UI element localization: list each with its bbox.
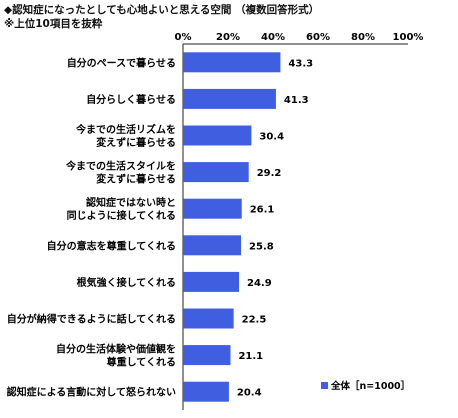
legend-swatch: [321, 382, 328, 389]
bar: [183, 308, 234, 329]
category-label: 自分のペースで暮らせる: [67, 56, 176, 69]
category-label: 今までの生活スタイルを変えずに暮らせる: [65, 160, 176, 186]
category-label: 自分の生活体験や価値観を尊重してくれる: [56, 343, 176, 369]
x-tick-label: 20%: [216, 32, 240, 43]
category-label: 認知症による言動に対して怒られない: [7, 386, 176, 399]
category-label: 認知症ではない時と同じように接してくれる: [67, 196, 176, 222]
x-tick-label: 100%: [393, 32, 424, 43]
bar: [183, 88, 276, 109]
bar-value-label: 20.4: [237, 388, 262, 399]
x-tick-label: 80%: [351, 32, 375, 43]
bar-value-label: 25.8: [249, 241, 274, 252]
category-axis: 自分のペースで暮らせる自分らしく暮らせる今までの生活リズムを変えずに暮らせる今ま…: [7, 56, 176, 398]
bar: [183, 52, 281, 73]
chart-subtitle: ※上位10項目を抜粋: [4, 18, 103, 30]
bar-value-label: 24.9: [247, 278, 272, 289]
bar: [183, 125, 252, 146]
category-label: 自分の意志を尊重してくれる: [47, 239, 176, 252]
bar-value-label: 26.1: [250, 205, 275, 216]
category-label: 自分らしく暮らせる: [86, 93, 176, 106]
x-tick-label: 60%: [306, 32, 330, 43]
category-label: 根気強く接してくれる: [77, 276, 176, 289]
x-tick-label: 40%: [261, 32, 285, 43]
bar-series: 43.3 41.3 30.4 29.2 26.1 25.8 24.9 22.5 21.1 20.4: [183, 52, 313, 402]
bar: [183, 235, 242, 256]
bar-value-label: 30.4: [259, 132, 284, 143]
legend-label: 全体［n=1000］: [330, 380, 410, 392]
category-label: 自分が納得できるように話してくれる: [7, 313, 176, 326]
bar: [183, 198, 242, 219]
bar: [183, 381, 229, 402]
bar: [183, 271, 240, 292]
legend: 全体［n=1000］: [321, 380, 410, 392]
chart-title: ◆認知症になったとしても心地よいと思える空間 （複数回答形式）: [4, 4, 320, 16]
bar-value-label: 29.2: [257, 168, 282, 179]
bar: [183, 345, 231, 366]
bar-value-label: 41.3: [284, 95, 309, 106]
category-label: 今までの生活リズムを変えずに暮らせる: [75, 123, 176, 149]
x-tick-label: 0%: [175, 32, 192, 43]
bar-value-label: 43.3: [288, 58, 313, 69]
bar-value-label: 22.5: [242, 315, 267, 326]
bar-value-label: 21.1: [238, 351, 263, 362]
bar: [183, 162, 249, 183]
